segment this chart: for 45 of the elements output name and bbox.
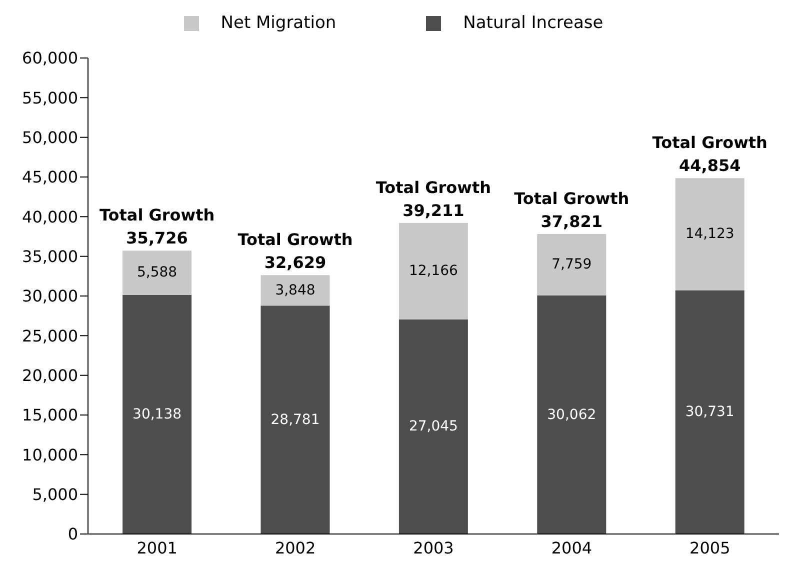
x-tick-label: 2005 xyxy=(690,538,730,558)
total-label: Total Growth 44,854 xyxy=(652,133,768,176)
y-tick-label: 55,000 xyxy=(22,88,78,108)
bar xyxy=(122,294,192,534)
legend-label: Natural Increase xyxy=(462,13,604,33)
x-tick-label: 2001 xyxy=(136,538,178,558)
data-label: 30,138 xyxy=(132,406,182,422)
bar xyxy=(260,306,330,534)
y-tick-label: 20,000 xyxy=(22,366,78,386)
bar xyxy=(398,319,468,534)
data-label: 5,588 xyxy=(137,264,178,281)
data-label: 12,166 xyxy=(408,263,458,280)
y-tick-label: 10,000 xyxy=(22,445,78,464)
total-label: Total Growth 37,821 xyxy=(514,188,630,231)
bar xyxy=(122,250,192,295)
bar xyxy=(675,178,744,290)
y-tick-label: 0 xyxy=(68,524,78,544)
data-label: 27,045 xyxy=(408,418,458,435)
total-label: Total Growth 32,629 xyxy=(238,230,353,272)
data-label: 14,123 xyxy=(685,226,734,242)
y-tick-label: 40,000 xyxy=(22,207,78,226)
legend-label: Net Migration xyxy=(220,13,336,33)
x-tick-label: 2003 xyxy=(413,538,454,558)
bar xyxy=(537,296,606,534)
x-tick-label: 2004 xyxy=(551,538,592,558)
bar xyxy=(675,290,744,534)
bar xyxy=(537,234,606,296)
y-tick-label: 45,000 xyxy=(22,168,78,187)
y-tick-label: 5,000 xyxy=(32,485,78,504)
total-label: Total Growth 39,211 xyxy=(376,178,492,220)
y-tick-label: 25,000 xyxy=(22,326,78,346)
bar xyxy=(398,222,468,320)
data-label: 30,062 xyxy=(547,406,596,423)
data-label: 3,848 xyxy=(275,282,316,298)
data-label: 28,781 xyxy=(270,412,320,428)
total-label: Total Growth 35,726 xyxy=(99,206,215,248)
y-tick-label: 15,000 xyxy=(22,406,78,425)
y-tick-label: 30,000 xyxy=(22,286,78,306)
y-tick-label: 60,000 xyxy=(22,48,78,68)
y-tick-label: 35,000 xyxy=(22,247,78,266)
y-tick-label: 50,000 xyxy=(22,128,78,148)
x-tick-label: 2002 xyxy=(274,538,316,558)
bar xyxy=(260,275,330,306)
data-label: 30,731 xyxy=(685,404,734,420)
data-label: 7,759 xyxy=(552,256,592,273)
